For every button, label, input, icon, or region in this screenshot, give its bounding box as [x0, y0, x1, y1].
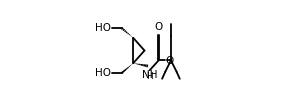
Text: NH: NH	[142, 70, 158, 80]
Text: O: O	[166, 56, 174, 66]
Text: HO: HO	[95, 23, 111, 33]
Text: O: O	[154, 22, 163, 32]
Polygon shape	[121, 63, 133, 74]
Text: HO: HO	[95, 68, 111, 78]
Text: H: H	[147, 72, 153, 81]
